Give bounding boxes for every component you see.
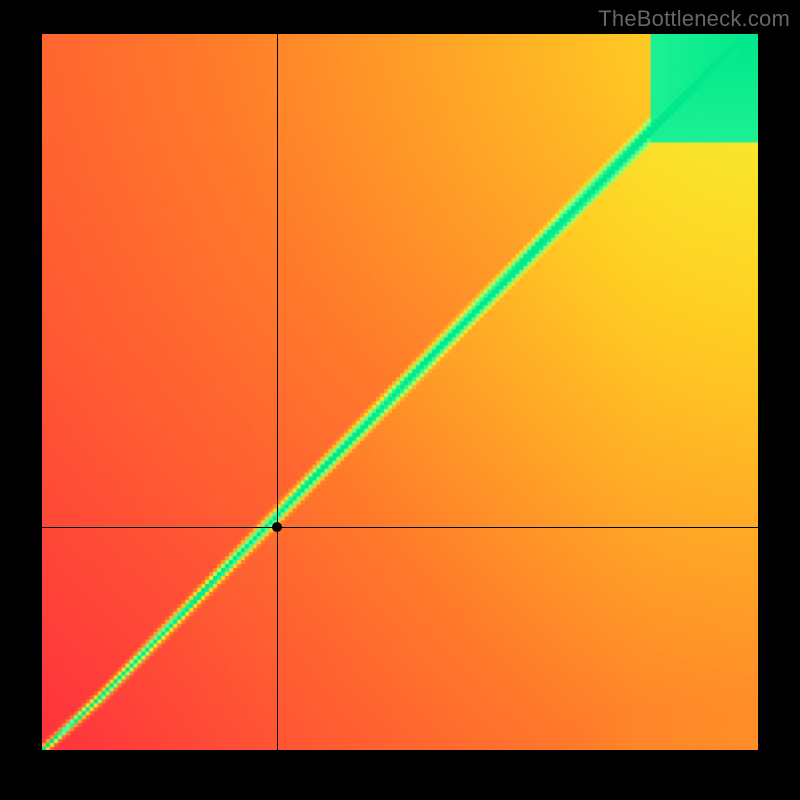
chart-container: TheBottleneck.com <box>0 0 800 800</box>
crosshair-horizontal <box>42 527 758 528</box>
heatmap-canvas <box>42 34 758 750</box>
plot-area <box>42 34 758 750</box>
watermark-text: TheBottleneck.com <box>598 6 790 32</box>
data-point-marker <box>272 522 282 532</box>
crosshair-vertical <box>277 34 278 750</box>
